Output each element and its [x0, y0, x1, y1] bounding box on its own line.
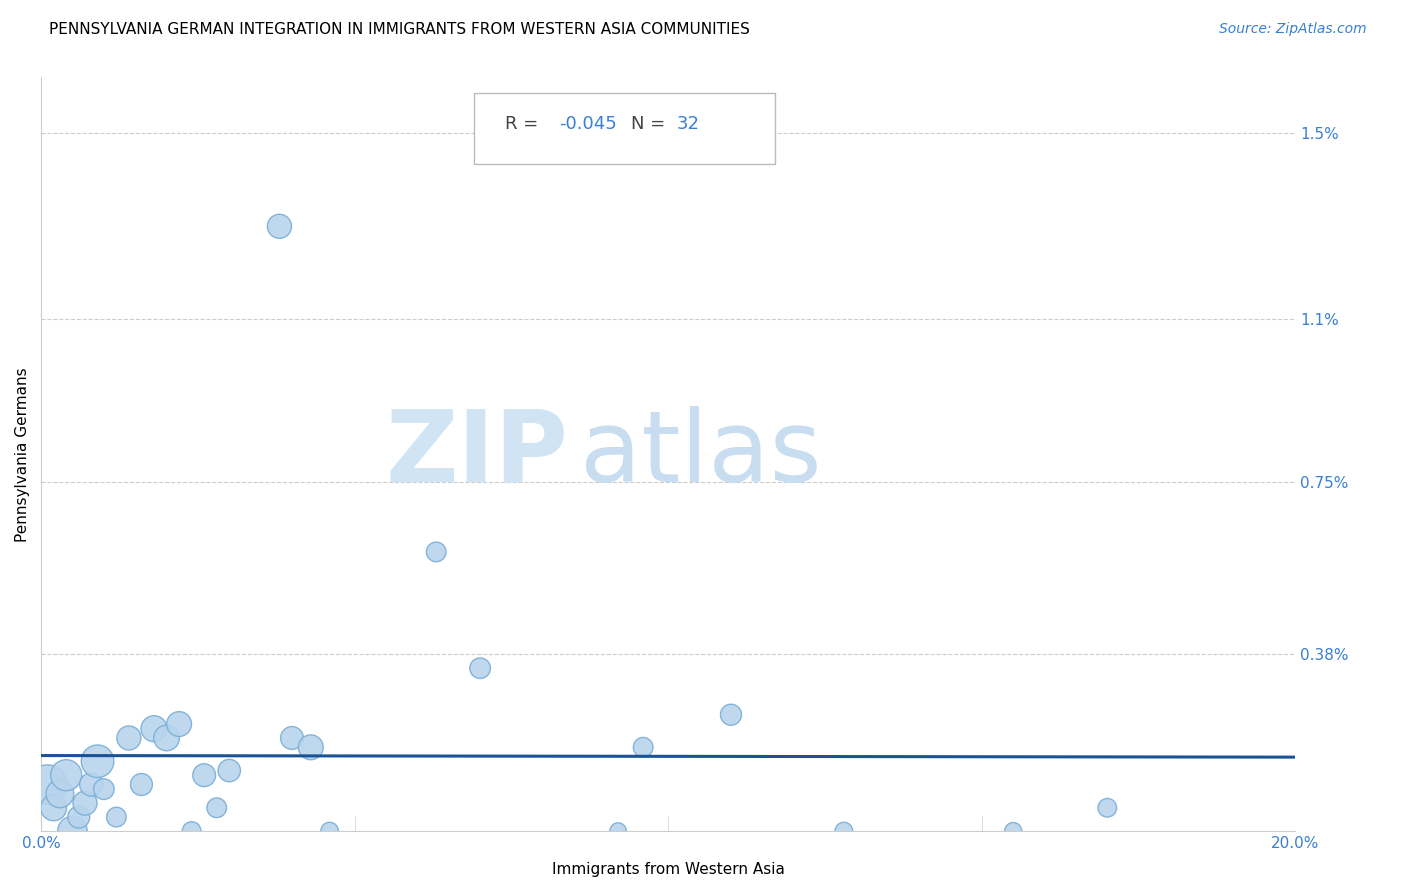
X-axis label: Immigrants from Western Asia: Immigrants from Western Asia	[551, 862, 785, 877]
Point	[631, 740, 654, 755]
Point	[62, 824, 84, 838]
Point	[55, 768, 77, 782]
Point	[167, 717, 190, 731]
Text: 32: 32	[678, 115, 700, 133]
Point	[720, 707, 742, 722]
Point	[832, 824, 855, 838]
Point	[318, 824, 340, 838]
Point	[299, 740, 322, 755]
Point	[425, 545, 447, 559]
Point	[42, 801, 65, 815]
Point	[180, 824, 202, 838]
Text: atlas: atlas	[581, 406, 823, 503]
Point	[218, 764, 240, 778]
Point	[93, 782, 115, 797]
FancyBboxPatch shape	[474, 93, 775, 164]
Point	[73, 796, 96, 810]
Point	[1002, 824, 1025, 838]
Text: ZIP: ZIP	[385, 406, 568, 503]
Point	[607, 824, 630, 838]
Point	[155, 731, 177, 745]
Point	[80, 777, 103, 791]
Point	[49, 787, 72, 801]
Point	[269, 219, 291, 234]
Point	[468, 661, 491, 675]
Point	[131, 777, 153, 791]
Point	[143, 722, 166, 736]
Point	[37, 777, 59, 791]
Point	[67, 810, 90, 824]
Point	[205, 801, 228, 815]
Text: R =: R =	[505, 115, 544, 133]
Text: PENNSYLVANIA GERMAN INTEGRATION IN IMMIGRANTS FROM WESTERN ASIA COMMUNITIES: PENNSYLVANIA GERMAN INTEGRATION IN IMMIG…	[49, 22, 749, 37]
Point	[105, 810, 128, 824]
Y-axis label: Pennsylvania Germans: Pennsylvania Germans	[15, 367, 30, 541]
Text: N =: N =	[631, 115, 671, 133]
Point	[281, 731, 304, 745]
Point	[1097, 801, 1119, 815]
Point	[86, 754, 108, 768]
Text: -0.045: -0.045	[560, 115, 617, 133]
Point	[118, 731, 141, 745]
Point	[193, 768, 215, 782]
Text: Source: ZipAtlas.com: Source: ZipAtlas.com	[1219, 22, 1367, 37]
